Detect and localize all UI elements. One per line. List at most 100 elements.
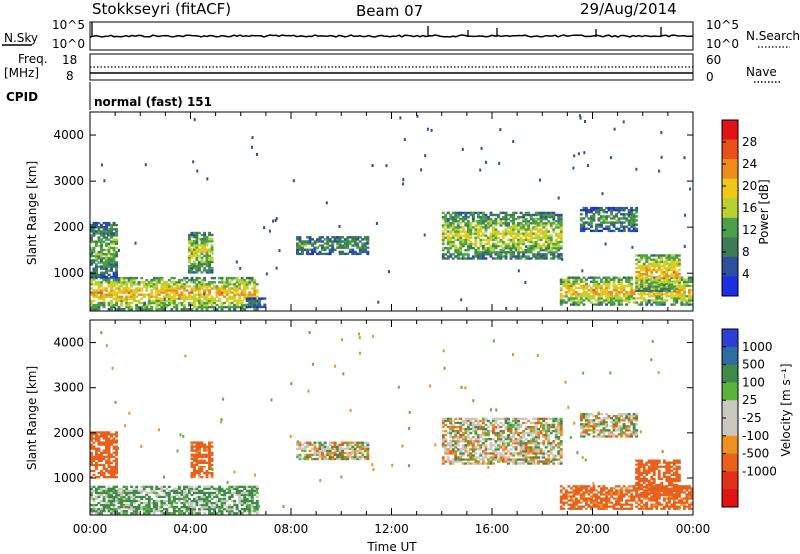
echo-cell	[605, 276, 608, 279]
echo-cell	[155, 279, 159, 282]
echo-cell	[157, 279, 161, 282]
echo-cell	[481, 425, 485, 429]
echo-cell	[499, 425, 503, 429]
echo-cell	[680, 301, 684, 304]
echo-cell	[155, 297, 159, 300]
echo-cell	[459, 234, 463, 237]
echo-cell	[253, 295, 257, 298]
echo-cell	[255, 501, 259, 505]
echo-cell	[532, 217, 536, 221]
echo-cell	[492, 458, 495, 461]
echo-cell	[110, 285, 113, 288]
echo-cell	[188, 506, 191, 509]
echo-cell	[95, 503, 98, 507]
echo-cell	[331, 453, 335, 457]
echo-cell	[667, 256, 671, 259]
echo-cell	[363, 445, 367, 448]
echo-cell	[642, 262, 646, 265]
echo-cell	[587, 223, 591, 226]
echo-cell	[235, 281, 239, 284]
echo-cell	[444, 429, 448, 433]
echo-cell	[652, 260, 656, 263]
echo-cell	[110, 253, 113, 256]
echo-cell	[504, 456, 508, 459]
echo-cell	[630, 291, 634, 294]
echo-cell	[323, 445, 327, 448]
echo-cell	[183, 283, 186, 286]
echo-cell	[328, 447, 332, 450]
echo-cell	[625, 293, 629, 296]
echo-cell	[605, 206, 608, 210]
echo-cell	[632, 227, 636, 230]
echo-cell	[321, 455, 324, 459]
echo-cell	[358, 248, 362, 251]
echo-cell	[479, 224, 483, 227]
echo-cell	[223, 301, 227, 305]
echo-cell	[532, 458, 536, 461]
echo-cell	[311, 238, 314, 241]
echo-cell	[622, 293, 626, 296]
echo-cell	[338, 449, 342, 453]
echo-cell	[140, 281, 144, 284]
echo-cell	[152, 287, 156, 290]
echo-cell	[504, 244, 508, 248]
echo-cell	[567, 297, 571, 300]
echo-cell	[539, 238, 543, 242]
echo-cell	[532, 446, 536, 449]
echo-cell	[524, 251, 528, 254]
echo-cell	[542, 232, 546, 235]
echo-cell	[110, 301, 113, 305]
echo-cell	[469, 228, 473, 231]
echo-cell	[630, 209, 634, 212]
echo-cell	[223, 495, 227, 499]
echo-cell	[592, 291, 596, 294]
echo-cell	[135, 299, 139, 303]
echo-cell	[662, 279, 666, 282]
echo-cell	[107, 263, 111, 266]
echo-cell	[188, 238, 191, 241]
echo-cell	[105, 435, 108, 438]
echo-cell	[200, 453, 204, 456]
echo-cell	[677, 279, 681, 282]
echo-cell	[451, 228, 455, 231]
echo-cell	[672, 297, 676, 300]
echo-cell	[205, 447, 209, 450]
echo-cell	[459, 242, 463, 246]
echo-cell	[127, 276, 131, 280]
echo-cell	[567, 288, 571, 292]
echo-cell	[255, 283, 259, 286]
echo-cell	[110, 433, 113, 436]
echo-cell	[617, 303, 621, 306]
echo-cell	[564, 284, 568, 288]
echo-cell	[193, 457, 196, 460]
echo-cell	[250, 303, 254, 306]
echo-cell	[205, 495, 209, 499]
echo-cell	[135, 487, 139, 490]
echo-cell	[471, 232, 475, 235]
echo-cell	[248, 276, 252, 280]
echo-cell	[240, 501, 244, 505]
echo-cell	[471, 444, 475, 447]
echo-cell	[110, 473, 113, 477]
echo-cell	[479, 222, 483, 225]
echo-cell	[617, 221, 621, 224]
echo-cell	[469, 444, 473, 447]
echo-cell	[162, 508, 166, 511]
echo-cell	[504, 228, 508, 231]
echo-cell	[476, 222, 480, 225]
echo-cell	[680, 295, 684, 298]
echo-cell	[210, 287, 214, 290]
echo-cell	[120, 299, 124, 303]
echo-cell	[481, 251, 485, 254]
echo-cell	[333, 447, 337, 450]
echo-cell	[454, 247, 458, 250]
echo-cell	[351, 455, 355, 459]
echo-cell	[240, 489, 244, 492]
echo-cell	[645, 254, 649, 257]
echo-cell	[198, 262, 201, 266]
echo-cell	[97, 255, 101, 258]
echo-cell	[484, 249, 488, 252]
echo-cell	[90, 439, 93, 442]
echo-cell	[514, 242, 518, 246]
echo-cell	[574, 280, 578, 283]
